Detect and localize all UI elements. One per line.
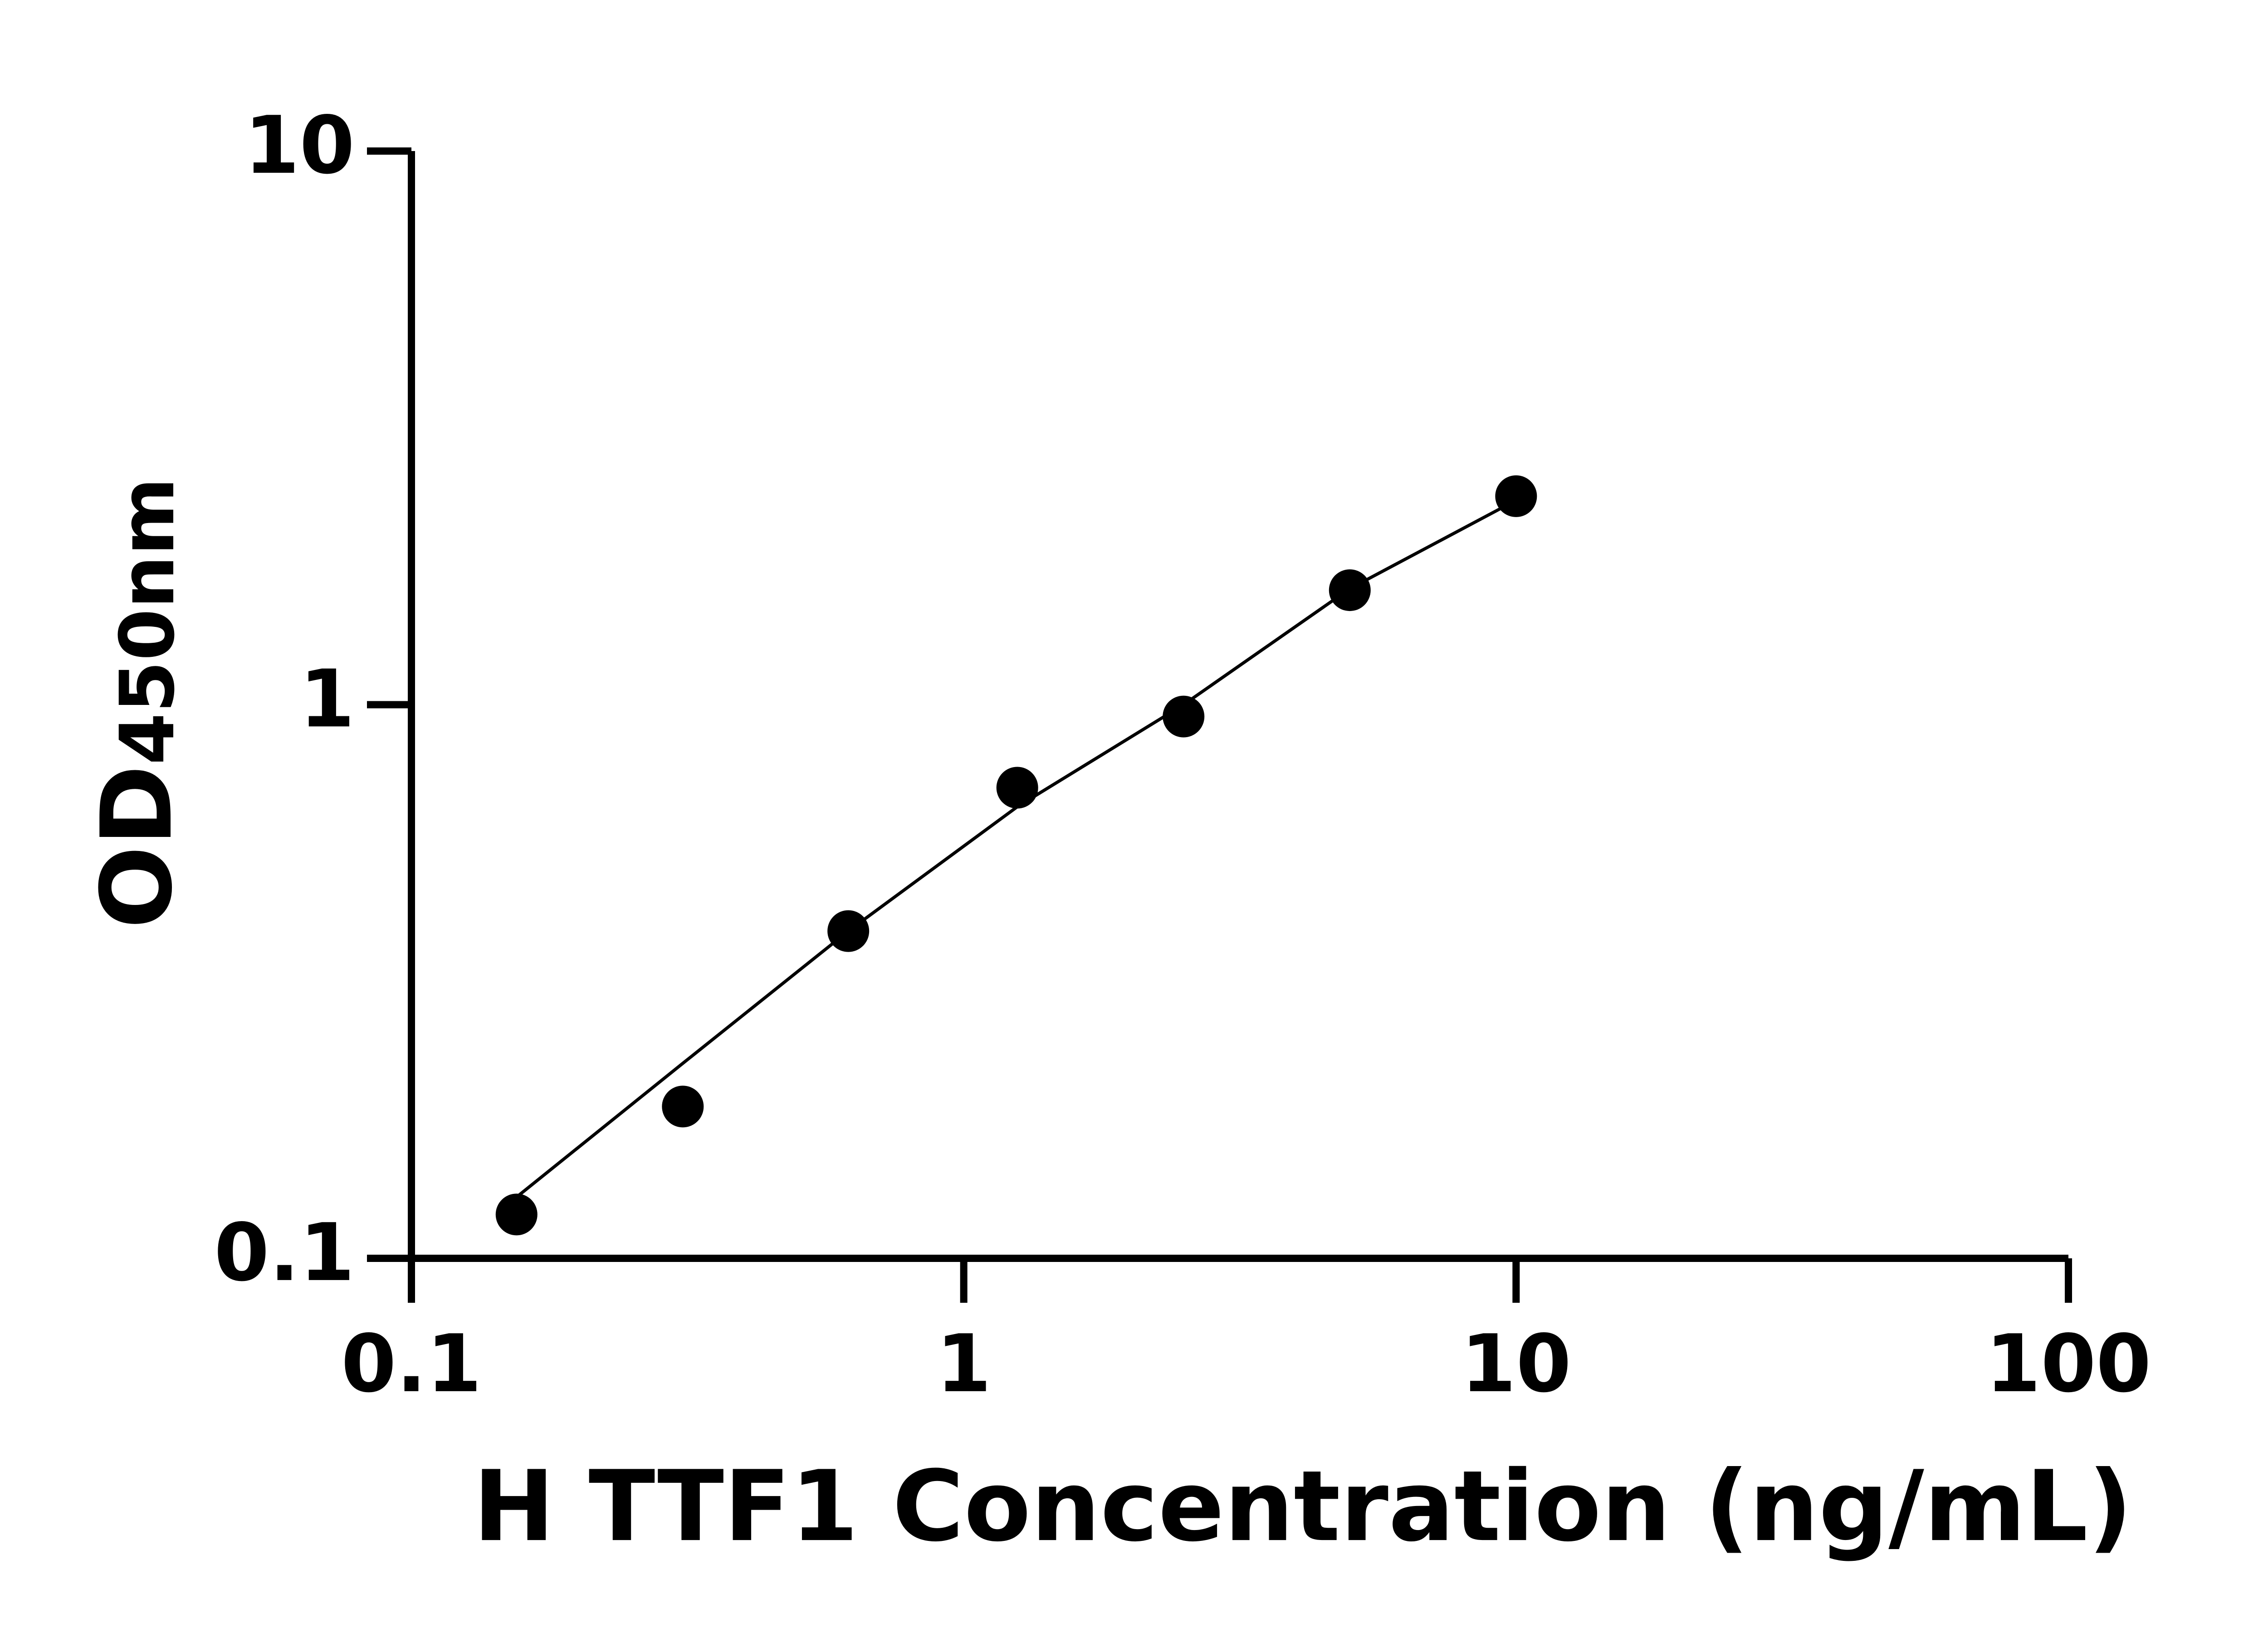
x-tick-label: 0.1 bbox=[341, 1318, 482, 1410]
y-axis-label-subscript: 450nm bbox=[104, 477, 191, 765]
y-axis-label-main: OD bbox=[80, 765, 194, 929]
y-axis-label: OD450nm bbox=[80, 477, 194, 929]
x-tick-label: 10 bbox=[1461, 1318, 1572, 1410]
y-tick-label: 1 bbox=[299, 653, 355, 745]
y-tick-label: 10 bbox=[244, 100, 355, 192]
data-point bbox=[662, 1085, 704, 1128]
x-tick-label: 1 bbox=[936, 1318, 992, 1410]
x-axis-label: H TTF1 Concentration (ng/mL) bbox=[473, 1449, 2132, 1563]
y-tick-label: 0.1 bbox=[214, 1207, 355, 1299]
fit-line bbox=[515, 499, 1517, 1198]
data-point bbox=[1329, 569, 1371, 611]
data-point bbox=[996, 767, 1038, 809]
data-point bbox=[827, 910, 870, 952]
x-tick-label: 100 bbox=[1985, 1318, 2151, 1410]
data-point bbox=[1163, 695, 1205, 738]
data-point bbox=[495, 1193, 538, 1236]
data-point bbox=[1495, 475, 1537, 517]
